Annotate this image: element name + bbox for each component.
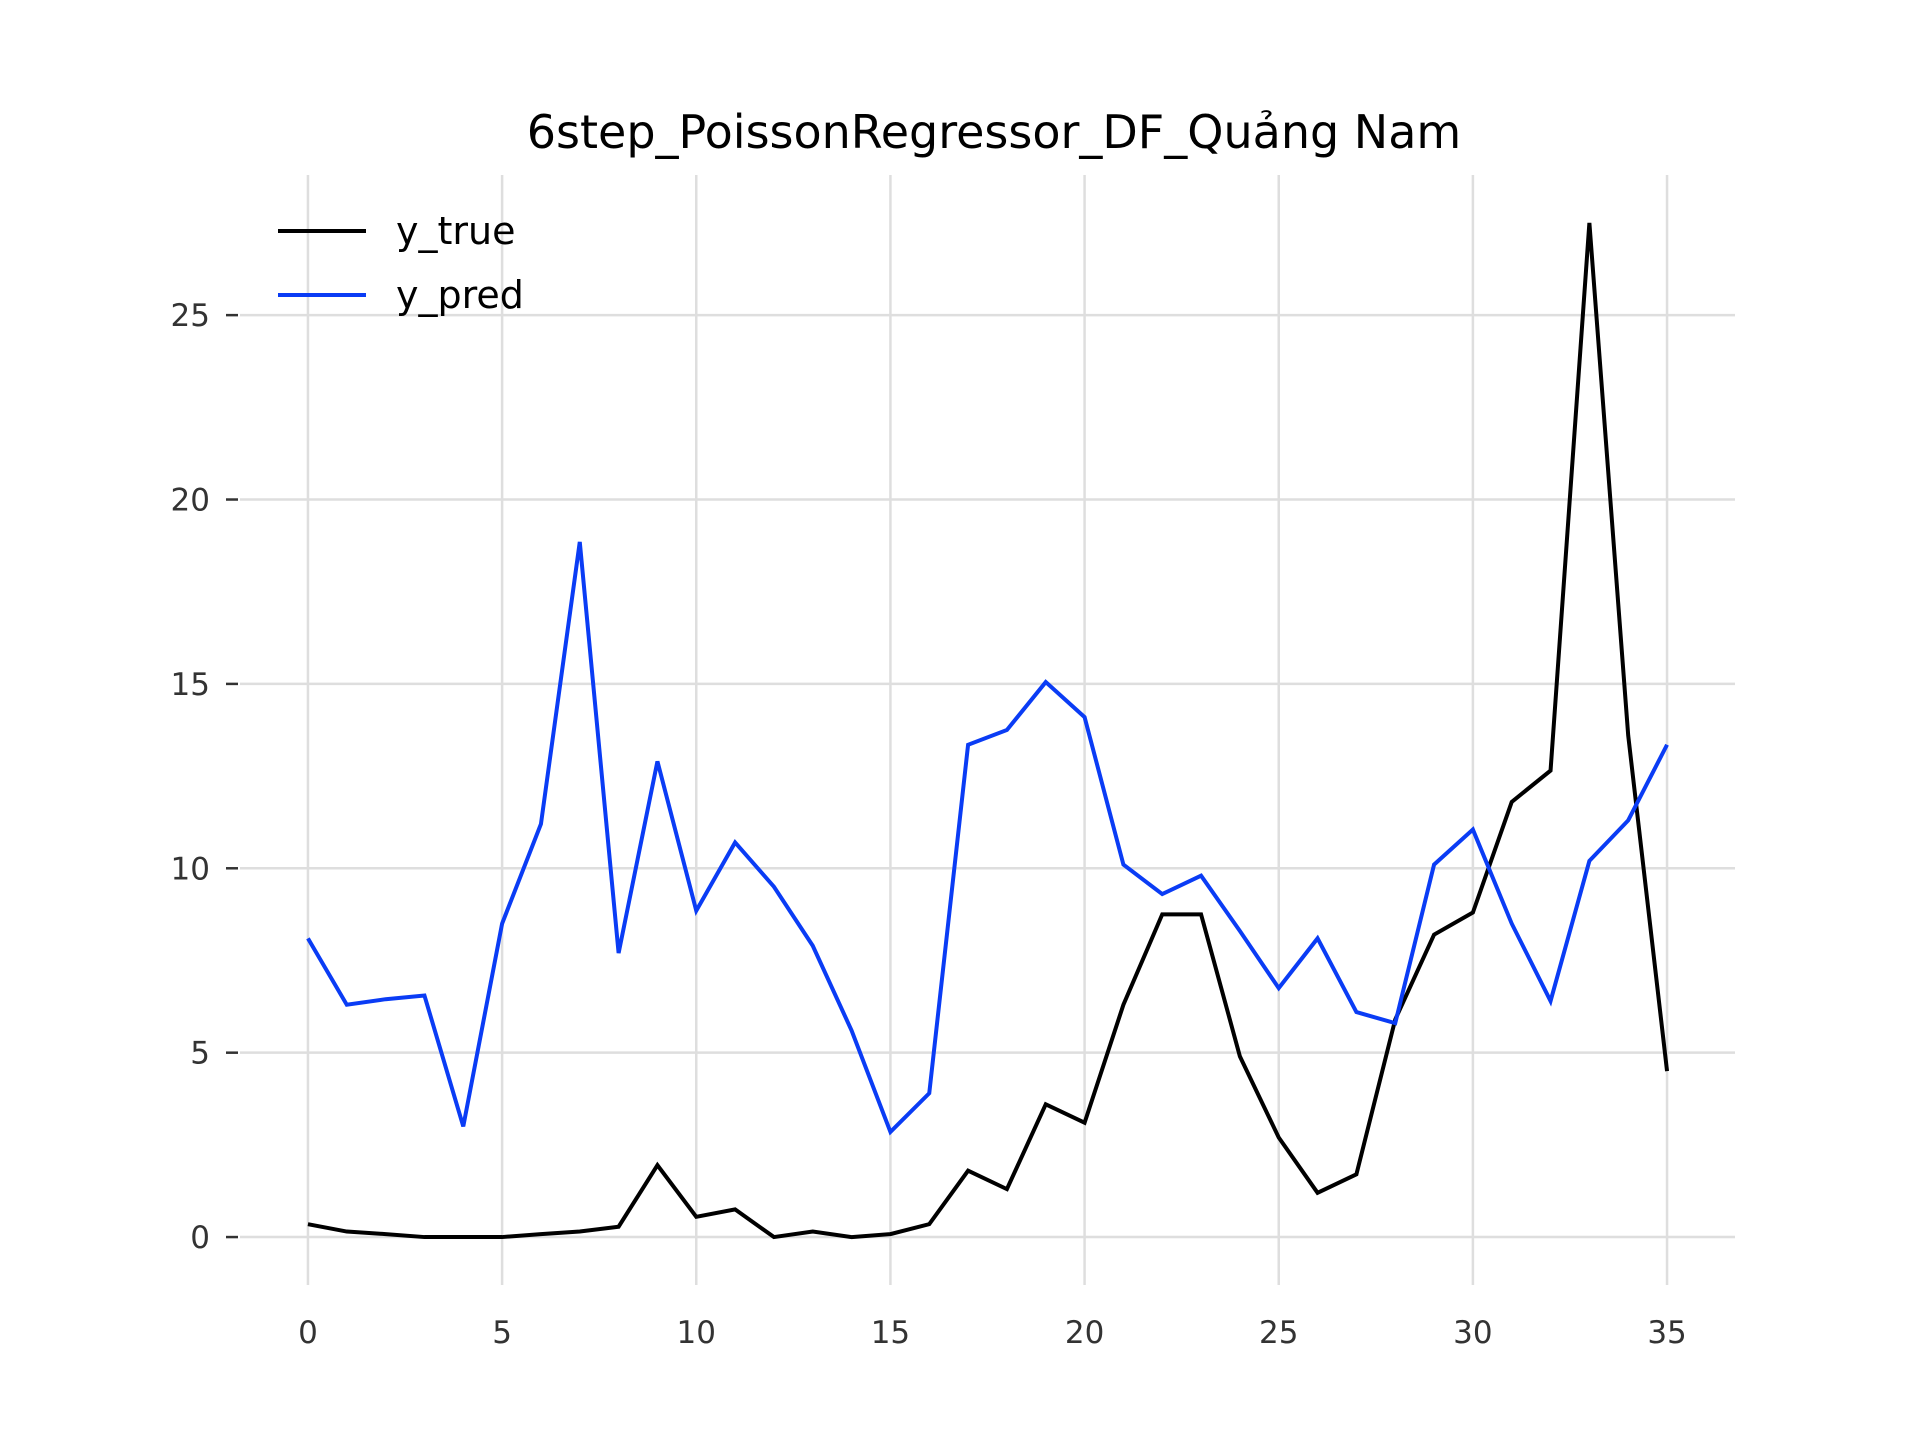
y-tick-label: 5 [190, 1036, 210, 1072]
series-line-y-pred [306, 541, 1669, 1136]
grid [240, 175, 1735, 1285]
y-tick-label: 0 [190, 1220, 210, 1256]
x-tick-label: 35 [1647, 1315, 1686, 1351]
y-tick-label: 20 [171, 483, 210, 519]
series-lines [306, 222, 1670, 1240]
chart-title: 6step_PoissonRegressor_DF_Quảng Nam [527, 105, 1461, 159]
axis-ticks: 0 5 10 15 20 25 30 35 0 5 10 15 20 25 [171, 298, 1687, 1351]
x-tick-label: 30 [1453, 1315, 1492, 1351]
x-tick-label: 5 [492, 1315, 512, 1351]
y-tick-label: 15 [171, 667, 210, 703]
series-line-y-true [307, 222, 1670, 1240]
legend: y_true y_pred [278, 209, 524, 317]
x-tick-label: 25 [1259, 1315, 1298, 1351]
legend-label-y-true: y_true [396, 209, 515, 253]
x-tick-label: 20 [1065, 1315, 1104, 1351]
x-tick-label: 0 [298, 1315, 318, 1351]
x-tick-label: 15 [871, 1315, 910, 1351]
y-tick-label: 25 [171, 298, 210, 334]
x-tick-label: 10 [677, 1315, 716, 1351]
y-tick-label: 10 [171, 851, 210, 887]
legend-label-y-pred: y_pred [396, 273, 524, 317]
